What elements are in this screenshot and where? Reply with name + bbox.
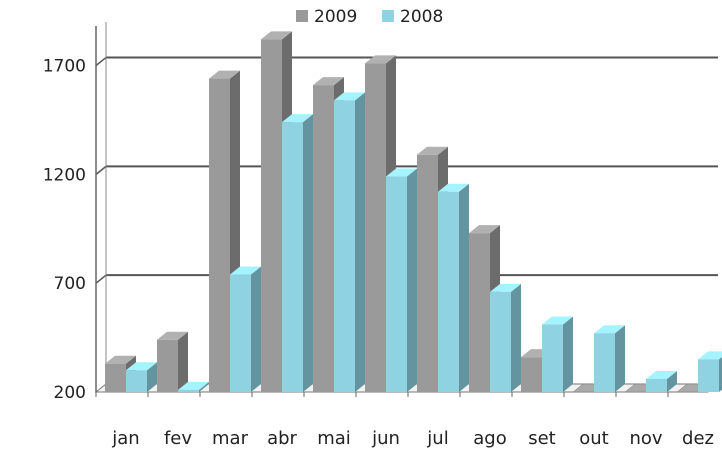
bar-top-2008-jan — [126, 362, 157, 371]
bar-side-2008-dez — [719, 356, 722, 392]
x-tick-label-set: set — [528, 428, 556, 449]
bar-side-2008-fev — [199, 381, 209, 392]
bar-top-2009-mar — [209, 70, 240, 79]
bar-2009-mai — [313, 85, 334, 392]
bar-side-2008-ago — [511, 283, 521, 392]
gridline-depth-1700 — [95, 56, 107, 67]
bar-2009-jan — [105, 363, 126, 392]
x-tick-label-jan: jan — [111, 428, 139, 449]
bar-2008-dez — [698, 359, 719, 392]
bar-2008-out — [594, 333, 615, 392]
bar-side-2008-out — [615, 325, 625, 392]
bar-top-2008-ago — [490, 283, 521, 292]
legend-swatch-2008 — [382, 10, 394, 22]
bar-side-2008-nov — [667, 370, 677, 392]
legend-label-2008: 2008 — [400, 7, 443, 27]
y-tick-label-1200: 1200 — [43, 165, 86, 185]
bar-2008-nov — [646, 378, 667, 392]
bar-2009-ago — [469, 233, 490, 392]
bar-2009-jun — [365, 63, 386, 393]
bar-2008-jun — [386, 176, 407, 392]
x-tick-label-out: out — [579, 428, 608, 449]
bar-top-2009-abr — [261, 31, 292, 40]
bar-top-2009-mai — [313, 77, 344, 86]
bar-2009-set — [521, 357, 542, 392]
x-tick-label-mai: mai — [317, 428, 351, 449]
bar-2008-fev — [178, 389, 199, 392]
y-tick-label-200: 200 — [54, 383, 86, 403]
x-tick-label-nov: nov — [629, 428, 662, 449]
bar-2008-ago — [490, 291, 511, 392]
bar-top-2008-fev — [178, 381, 209, 390]
bar-2008-set — [542, 324, 563, 392]
x-tick-label-dez: dez — [682, 428, 714, 449]
bar-2009-jul — [417, 154, 438, 392]
bar-top-2008-abr — [282, 114, 313, 123]
bar-2008-mar — [230, 274, 251, 392]
bar-side-2008-jan — [147, 362, 157, 392]
bar-top-2008-jul — [438, 183, 469, 192]
bar-side-2008-jun — [407, 168, 417, 392]
bar-top-2009-jun — [365, 55, 396, 64]
bar-2008-jul — [438, 191, 459, 392]
x-tick-label-ago: ago — [473, 428, 506, 449]
bar-top-2009-ago — [469, 225, 500, 234]
bar-2008-abr — [282, 122, 303, 392]
x-tick-label-jul: jul — [426, 428, 448, 449]
bar-top-2008-out — [594, 325, 625, 334]
bar-side-2008-mar — [251, 266, 261, 392]
bar-top-2008-nov — [646, 370, 677, 379]
bar-top-2008-jun — [386, 168, 417, 177]
bar-2008-mai — [334, 100, 355, 393]
bar-side-2008-abr — [303, 114, 313, 392]
gridline-depth-1200 — [95, 165, 107, 175]
bar-side-2009-fev — [178, 331, 188, 392]
bar-top-2008-mai — [334, 92, 365, 101]
bar-2009-abr — [261, 39, 282, 392]
bar-2009-fev — [157, 339, 178, 392]
bar-side-2008-jul — [459, 183, 469, 392]
bar-2008-jan — [126, 370, 147, 392]
x-tick-label-abr: abr — [267, 428, 297, 449]
bar-top-2009-fev — [157, 331, 188, 340]
bar-top-2008-mar — [230, 266, 261, 275]
legend-label-2009: 2009 — [314, 7, 357, 27]
bar-top-2008-set — [542, 316, 573, 325]
x-tick-label-mar: mar — [212, 428, 249, 449]
bar-top-2009-jul — [417, 146, 448, 155]
bar-top-2008-dez — [698, 351, 722, 360]
bar-top-2009-jan — [105, 355, 136, 364]
x-tick-label-fev: fev — [164, 428, 192, 449]
bar-side-2008-set — [563, 316, 573, 392]
legend-swatch-2009 — [296, 10, 308, 22]
gridline-depth-700 — [95, 274, 107, 284]
bar-2009-mar — [209, 78, 230, 393]
x-tick-label-jun: jun — [371, 428, 400, 449]
bar-side-2008-mai — [355, 92, 365, 393]
y-tick-label-1700: 1700 — [43, 57, 86, 77]
y-tick-label-700: 700 — [54, 274, 86, 294]
